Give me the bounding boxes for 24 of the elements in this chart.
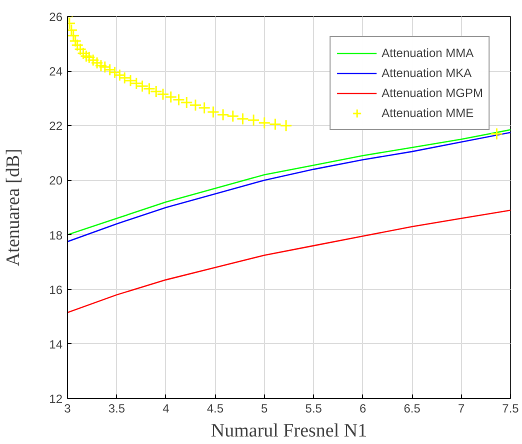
y-tick-label: 16	[49, 282, 63, 297]
x-tick-label: 6.5	[404, 402, 421, 416]
x-tick-label: 5.5	[305, 402, 322, 416]
legend-label: Attenuation MMA	[382, 45, 474, 61]
x-axis-title: Numarul Fresnel N1	[210, 420, 368, 442]
x-tick-label: 7.5	[502, 402, 520, 416]
y-tick-label: 26	[49, 10, 63, 24]
x-tick-label: 3	[64, 402, 72, 416]
x-tick-label: 7	[458, 402, 465, 416]
y-tick-label: 12	[49, 392, 63, 406]
x-tick-label: 6	[359, 402, 366, 416]
x-tick-label: 4.5	[206, 402, 224, 416]
y-tick-label: 24	[49, 64, 63, 79]
y-tick-label: 20	[49, 174, 63, 188]
x-tick-label: 5	[261, 402, 268, 416]
y-tick-label: 18	[49, 228, 63, 242]
legend-label: Attenuation MGPM	[382, 85, 483, 101]
x-tick-label: 4	[162, 402, 170, 416]
legend-label: Attenuation MKA	[382, 65, 472, 81]
y-tick-label: 22	[49, 119, 63, 134]
legend-label: Attenuation MME	[382, 105, 474, 121]
y-axis-title: Atenuarea [dB]	[3, 148, 24, 266]
x-tick-label: 3.5	[108, 402, 126, 416]
y-tick-label: 14	[49, 337, 63, 352]
